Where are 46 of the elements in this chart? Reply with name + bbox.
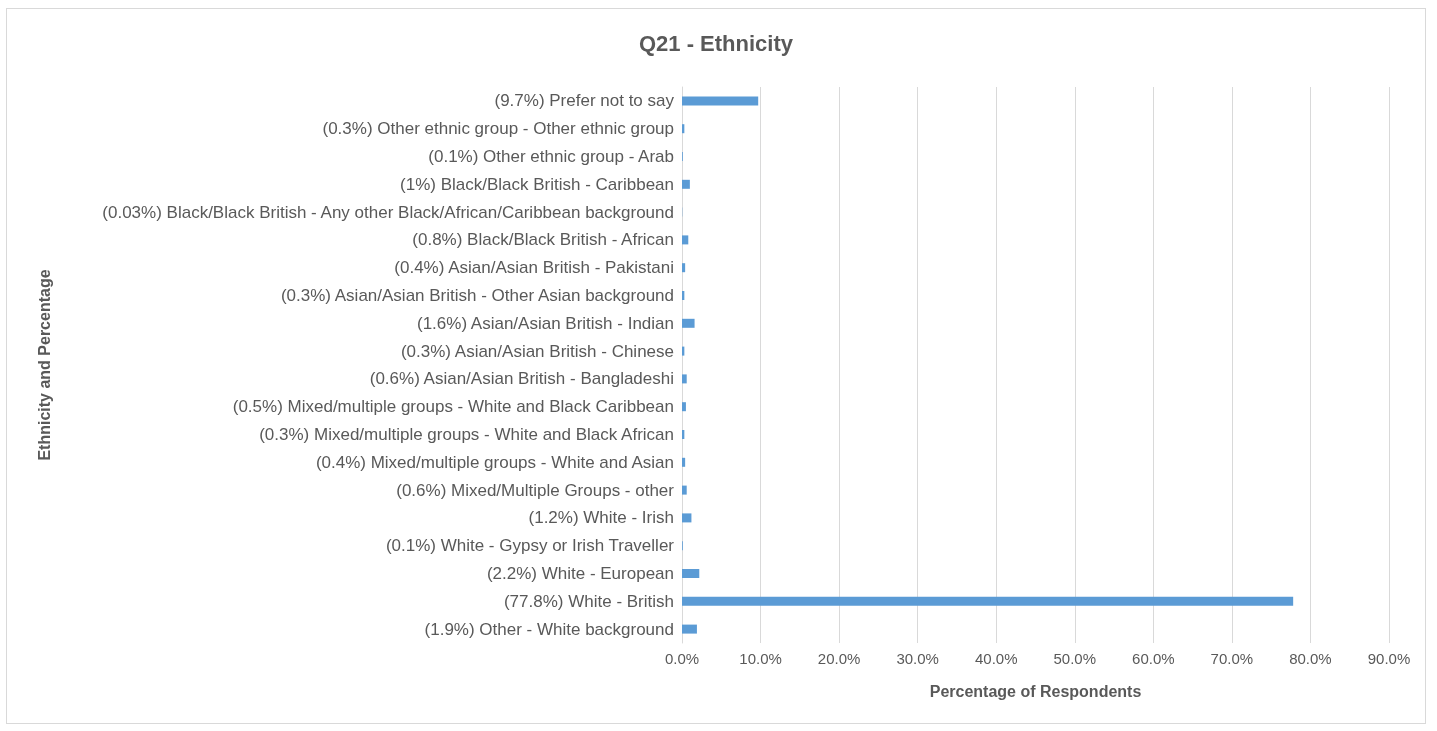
x-tick-label: 20.0%: [817, 650, 861, 667]
bar: [682, 485, 687, 495]
bar: [682, 569, 700, 578]
y-tick-label: (0.3%) Asian/Asian British - Chinese: [400, 341, 674, 361]
y-tick-label: (0.3%) Other ethnic group - Other ethnic group: [322, 119, 674, 139]
y-tick-label: (0.6%) Mixed/Multiple Groups - other: [396, 480, 675, 500]
x-tick-label: 40.0%: [974, 650, 1018, 667]
y-axis-title: Ethnicity and Percentage: [35, 269, 53, 461]
bar: [682, 235, 689, 245]
y-tick-label: (2.2%) White - European: [486, 564, 674, 583]
bar: [682, 513, 692, 523]
y-tick-label: (0.3%) Mixed/multiple groups - White and Black African: [259, 425, 674, 444]
y-tick-label: (1.2%) White - Irish: [528, 508, 674, 528]
x-tick-label: 50.0%: [1053, 650, 1097, 667]
x-tick-label: 30.0%: [896, 650, 939, 667]
y-tick-label: (1%) Black/Black British - Caribbean: [400, 174, 674, 194]
bar: [682, 96, 759, 106]
y-tick-label: (77.8%) White - British: [503, 591, 674, 611]
y-tick-label: (0.4%) Mixed/multiple groups - White and Asian: [315, 452, 674, 472]
x-tick-label: 0.0%: [664, 650, 700, 667]
x-tick-label: 70.0%: [1210, 650, 1254, 667]
y-tick-label: (1.9%) Other - White background: [424, 619, 674, 639]
y-tick-label: (0.1%) Other ethnic group - Arab: [428, 147, 674, 166]
chart-title: Q21 - Ethnicity: [638, 30, 794, 56]
y-tick-label: (0.8%) Black/Black British - African: [412, 230, 674, 250]
bar: [682, 457, 686, 467]
y-tick-label: (0.3%) Asian/Asian British - Other Asian background: [280, 286, 674, 305]
y-tick-label: (9.7%) Prefer not to say: [494, 91, 675, 111]
bar: [682, 374, 687, 384]
y-tick-label: (0.4%) Asian/Asian British - Pakistani: [394, 258, 674, 278]
y-tick-label: (0.6%) Asian/Asian British - Bangladeshi: [369, 369, 674, 389]
x-tick-label: 10.0%: [739, 650, 782, 667]
x-tick-label: 90.0%: [1367, 650, 1411, 667]
bar: [682, 179, 690, 189]
y-tick-label: (0.5%) Mixed/multiple groups - White and Black Caribbean: [232, 397, 674, 417]
y-tick-label: (0.1%) White - Gypsy or Irish Traveller: [385, 536, 675, 556]
y-tick-label: (0.03%) Black/Black British - Any other Black/African/Caribbean background: [102, 202, 674, 222]
x-tick-label: 60.0%: [1132, 650, 1175, 667]
bar: [682, 624, 697, 634]
bar: [682, 402, 686, 412]
bar: [682, 596, 1294, 606]
bar: [682, 263, 686, 273]
y-tick-label: (1.6%) Asian/Asian British - Indian: [416, 313, 674, 333]
x-tick-label: 80.0%: [1289, 650, 1332, 667]
x-axis-title: Percentage of Respondents: [929, 682, 1142, 700]
bar: [682, 318, 695, 328]
